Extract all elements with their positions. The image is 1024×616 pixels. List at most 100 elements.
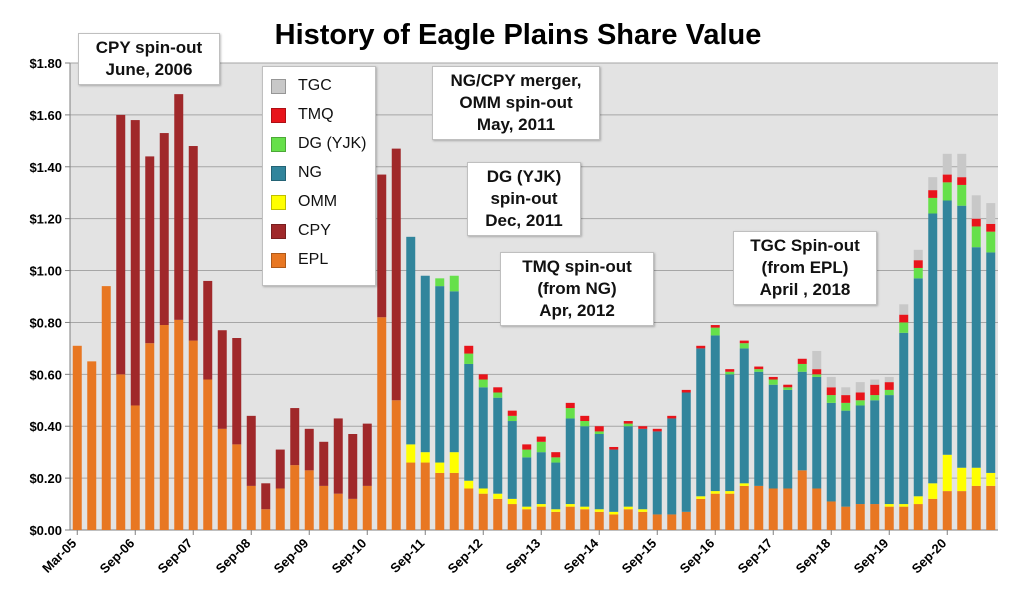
annotation-line: NG/CPY merger, — [450, 71, 582, 90]
y-tick-label: $1.00 — [29, 264, 62, 279]
bar-segment-ng — [783, 389, 793, 489]
bar-segment-ng — [667, 418, 677, 515]
bar-segment-ng — [928, 213, 938, 484]
legend-label: TMQ — [298, 106, 334, 123]
bar-segment-cpy — [130, 120, 140, 406]
annotation-cpy-spinout: CPY spin-out June, 2006 — [78, 33, 220, 85]
bar-segment-ng — [725, 374, 735, 492]
bar-segment-omm — [449, 452, 459, 473]
bar-segment-cpy — [348, 434, 358, 499]
bar-segment-omm — [986, 472, 996, 486]
bar-segment-tgc — [986, 203, 996, 224]
bar-segment-epl — [362, 485, 372, 530]
bar-segment-epl — [72, 345, 82, 530]
bar-segment-epl — [768, 488, 778, 530]
legend-swatch — [271, 252, 286, 268]
bar-segment-tmq — [580, 415, 590, 422]
bar-segment-omm — [522, 506, 532, 510]
x-tick-label: Sep-12 — [445, 536, 486, 577]
bar-segment-epl — [928, 498, 938, 530]
y-tick-label: $0.40 — [29, 419, 62, 434]
annotation-ng-cpy-merger: NG/CPY merger, OMM spin-out May, 2011 — [432, 66, 600, 140]
bar-segment-omm — [478, 488, 488, 494]
bar-segment-dg-yjk- — [435, 278, 445, 287]
annotation-line: OMM spin-out — [459, 93, 573, 112]
bar-segment-tmq — [565, 402, 575, 409]
legend-swatch — [271, 136, 286, 152]
bar-segment-ng — [478, 387, 488, 489]
bar-segment-ng — [913, 278, 923, 497]
bar-segment-dg-yjk- — [768, 379, 778, 385]
bar-segment-tmq — [594, 426, 604, 432]
bar-segment-epl — [507, 504, 517, 530]
bar-segment-cpy — [116, 114, 126, 375]
bar-segment-epl — [188, 340, 198, 530]
bar-segment-omm — [565, 504, 575, 507]
bar-segment-epl — [870, 504, 880, 530]
bar-segment-dg-yjk- — [783, 387, 793, 390]
bar-segment-epl — [464, 488, 474, 530]
bar-segment-omm — [623, 506, 633, 510]
bar-segment-tmq — [957, 177, 967, 185]
bar-segment-epl — [116, 374, 126, 530]
bar-segment-ng — [493, 397, 503, 494]
bar-segment-epl — [971, 485, 981, 530]
bar-segment-omm — [739, 483, 749, 486]
legend-label: EPL — [298, 251, 329, 268]
bar-segment-dg-yjk- — [942, 182, 952, 201]
bar-segment-dg-yjk- — [986, 231, 996, 253]
bar-segment-ng — [812, 376, 822, 489]
legend-item: OMM — [271, 191, 337, 213]
bar-segment-epl — [826, 501, 836, 530]
bar-segment-epl — [739, 485, 749, 530]
bar-segment-omm — [899, 504, 909, 507]
bar-segment-tmq — [870, 384, 880, 396]
annotation-line: Apr, 2012 — [539, 301, 615, 320]
x-tick-label: Sep-11 — [387, 536, 427, 576]
bar-segment-epl — [841, 506, 851, 530]
bar-segment-dg-yjk- — [855, 400, 865, 406]
bar-segment-cpy — [174, 94, 184, 320]
bar-segment-dg-yjk- — [754, 369, 764, 372]
bar-segment-epl — [493, 498, 503, 530]
bar-segment-ng — [696, 348, 706, 497]
bar-segment-tmq — [681, 389, 691, 393]
bar-segment-dg-yjk- — [971, 226, 981, 248]
bar-segment-epl — [159, 325, 169, 530]
bar-segment-tmq — [754, 366, 764, 370]
bar-segment-epl — [986, 485, 996, 530]
annotation-line: May, 2011 — [476, 115, 556, 134]
bar-segment-epl — [217, 428, 227, 530]
bar-segment-epl — [855, 504, 865, 530]
bar-segment-omm — [609, 511, 619, 515]
bar-segment-ng — [638, 428, 648, 510]
bar-segment-tmq — [884, 382, 894, 390]
bar-segment-tmq — [478, 374, 488, 380]
bar-segment-epl — [594, 511, 604, 530]
bar-segment-dg-yjk- — [913, 267, 923, 279]
bar-segment-epl — [696, 498, 706, 530]
bar-segment-epl — [232, 444, 242, 530]
bar-segment-epl — [304, 470, 314, 530]
annotation-line: (from NG) — [537, 279, 617, 298]
legend-label: OMM — [298, 193, 338, 210]
bar-segment-epl — [638, 511, 648, 530]
bar-segment-dg-yjk- — [464, 353, 474, 364]
bar-segment-cpy — [159, 133, 169, 326]
annotation-line: TGC Spin-out — [750, 236, 860, 255]
bar-segment-tmq — [522, 444, 532, 450]
bar-segment-tmq — [638, 426, 648, 429]
bar-segment-epl — [319, 485, 329, 530]
bar-segment-epl — [652, 514, 662, 530]
bar-segment-ng — [855, 405, 865, 505]
bar-segment-epl — [797, 470, 807, 530]
annotation-line: TMQ spin-out — [522, 257, 632, 276]
bar-segment-omm — [957, 467, 967, 492]
bar-segment-tmq — [623, 421, 633, 424]
bar-segment-cpy — [261, 483, 271, 510]
bar-segment-epl — [333, 493, 343, 530]
bar-segment-dg-yjk- — [449, 275, 459, 292]
bar-segment-tmq — [928, 190, 938, 198]
bar-segment-tmq — [913, 260, 923, 268]
